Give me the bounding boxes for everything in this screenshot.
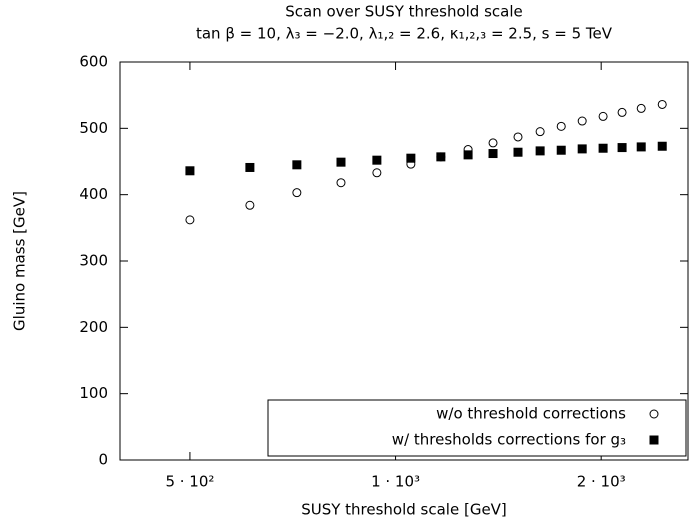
legend-label: w/o threshold corrections <box>436 405 626 423</box>
point <box>245 200 255 210</box>
y-axis-label: Gluino mass [GeV] <box>11 191 29 331</box>
point <box>372 155 382 165</box>
point <box>336 157 346 167</box>
point <box>657 99 667 109</box>
y-tick-label: 600 <box>79 53 108 71</box>
x-tick-label: 1 · 10³ <box>371 473 420 491</box>
point <box>556 121 566 131</box>
x-tick-label: 5 · 10² <box>165 473 214 491</box>
point <box>292 188 302 198</box>
point <box>336 178 346 188</box>
point <box>636 103 646 113</box>
point <box>535 127 545 137</box>
chart-subtitle: tan β = 10, λ₃ = −2.0, λ₁,₂ = 2.6, κ₁,₂,… <box>196 25 613 43</box>
y-tick-label: 100 <box>79 384 108 402</box>
legend-label: w/ thresholds corrections for g₃ <box>392 431 626 449</box>
x-axis-label: SUSY threshold scale [GeV] <box>301 501 507 519</box>
point <box>488 149 498 159</box>
y-tick-label: 0 <box>98 451 108 469</box>
point <box>372 168 382 178</box>
point <box>185 215 195 225</box>
point <box>488 138 498 148</box>
point <box>406 153 416 163</box>
point <box>245 162 255 172</box>
y-tick-label: 200 <box>79 318 108 336</box>
legend-marker <box>649 435 659 445</box>
point <box>185 166 195 176</box>
legend-box <box>267 399 687 457</box>
point <box>617 107 627 117</box>
point <box>657 141 667 151</box>
y-tick-label: 400 <box>79 185 108 203</box>
point <box>292 160 302 170</box>
point <box>513 147 523 157</box>
point <box>577 144 587 154</box>
x-tick-label: 2 · 10³ <box>577 473 626 491</box>
legend-marker <box>649 409 659 419</box>
chart-title: Scan over SUSY threshold scale <box>285 3 522 21</box>
point <box>513 132 523 142</box>
y-tick-label: 500 <box>79 119 108 137</box>
y-tick-label: 300 <box>79 252 108 270</box>
point <box>535 146 545 156</box>
point <box>556 145 566 155</box>
point <box>598 143 608 153</box>
point <box>617 143 627 153</box>
point <box>463 150 473 160</box>
point <box>577 116 587 126</box>
point <box>598 111 608 121</box>
point <box>436 152 446 162</box>
point <box>636 142 646 152</box>
